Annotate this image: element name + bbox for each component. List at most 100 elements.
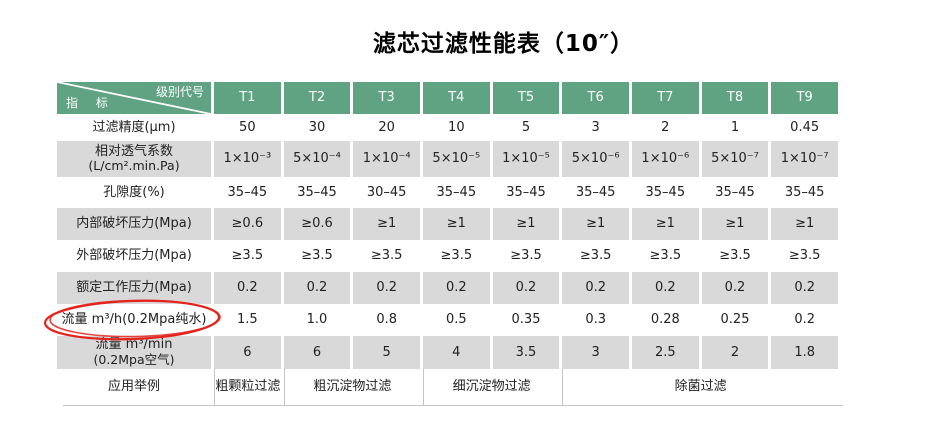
table-cell: 30 [308, 119, 326, 135]
table-cell: 35–45 [575, 184, 616, 200]
table-cell: ≥0.6 [283, 208, 351, 240]
column-header-t5: T5 [492, 82, 560, 114]
table-cell: 35–45 [506, 184, 546, 200]
column-header-t8: T8 [701, 82, 769, 114]
corner-label-indicator: 指 标 [66, 95, 115, 110]
column-header-t3: T3 [353, 82, 420, 114]
table-cell: 1×10⁻⁷ [771, 141, 838, 177]
corner-label-grade-code: 级别代号 [155, 85, 204, 99]
table-cell: 1×10⁻⁶ [631, 141, 699, 177]
table-cell: ≥3.5 [649, 248, 682, 264]
table-cell: 0.35 [511, 312, 541, 328]
table-cell: 0.2 [283, 272, 351, 304]
table-cell: ≥1 [631, 208, 699, 240]
table-cell: 3.5 [492, 336, 560, 369]
column-header-t7: T7 [631, 82, 699, 114]
table-cell: ≥1 [353, 208, 420, 240]
table-cell: 0.25 [720, 312, 750, 328]
table-cell: 35–45 [715, 184, 755, 200]
table-cell: 0.2 [771, 272, 838, 304]
table-cell: 3 [591, 119, 600, 135]
table-cell: 5 [521, 119, 531, 135]
application-group-coarse-sediment: 粗沉淀物过滤 [283, 369, 420, 405]
row-label-rated-working-pressure: 额定工作压力(Mpa) [57, 272, 211, 304]
column-header-t1: T1 [214, 82, 281, 114]
table-cell: 35–45 [297, 184, 337, 200]
table-cell: 2 [701, 336, 769, 369]
table-cell: 5×10⁻⁷ [701, 141, 769, 177]
table-cell: ≥3.5 [370, 248, 403, 264]
table-cell: 1×10⁻³ [214, 141, 281, 177]
table-cell: 5 [353, 336, 420, 369]
table-cell: 0.8 [376, 312, 397, 328]
table-cell: 0.2 [353, 272, 420, 304]
table-cell: 20 [378, 119, 395, 135]
table-cell: ≥3.5 [510, 248, 542, 264]
column-header-t9: T9 [771, 82, 838, 114]
table-cell: ≥1 [562, 208, 629, 240]
table-cell: 0.3 [585, 312, 606, 328]
row-label-external-burst-pressure: 外部破坏压力(Mpa) [76, 248, 192, 264]
row-label-filtration-precision: 过滤精度(μm) [92, 119, 176, 135]
table-cell: 0.5 [445, 312, 467, 328]
row-label-water-flow-rate: 流量 m³/h(0.2Mpa纯水) [61, 312, 207, 328]
table-cell: 6 [214, 336, 281, 369]
table-cell: ≥1 [701, 208, 769, 240]
table-cell: 50 [239, 119, 256, 135]
row-label-porosity: 孔隙度(%) [103, 184, 165, 200]
row-label-internal-burst-pressure: 内部破坏压力(Mpa) [57, 208, 211, 240]
table-cell: 0.2 [492, 272, 560, 304]
table-cell: 3 [562, 336, 629, 369]
table-cell: 0.28 [650, 312, 680, 328]
table-cell: 1.8 [771, 336, 838, 369]
table-cell: 1×10⁻⁵ [492, 141, 560, 177]
table-cell: ≥0.6 [214, 208, 281, 240]
column-header-t4: T4 [422, 82, 490, 114]
table-cell: 35–45 [784, 184, 825, 200]
table-cell: 1×10⁻⁴ [353, 141, 420, 177]
table-cell: ≥3.5 [231, 248, 264, 264]
application-group-sterilizing: 除菌过滤 [562, 369, 838, 405]
table-cell: 35–45 [645, 184, 686, 200]
table-cell: 1.0 [306, 312, 328, 328]
application-group-fine-sediment: 细沉淀物过滤 [422, 369, 559, 405]
table-cell: 35–45 [436, 184, 477, 200]
row-label-application-examples: 应用举例 [107, 379, 160, 395]
table-cell: 0.2 [562, 272, 629, 304]
column-header-t6: T6 [562, 82, 629, 114]
table-cell: 1.5 [236, 312, 258, 328]
table-cell: 0.2 [214, 272, 281, 304]
column-header-t2: T2 [283, 82, 351, 114]
table-cell: 0.2 [701, 272, 769, 304]
page-title: 滤芯过滤性能表（10″） [372, 31, 635, 57]
table-cell: 1 [730, 119, 740, 135]
table-cell: 0.2 [422, 272, 490, 304]
table-cell: 0.2 [631, 272, 699, 304]
row-label-air-flow-rate: 流量 m³/min (0.2Mpa空气) [57, 336, 211, 369]
table-cell: ≥3.5 [788, 248, 821, 264]
filter-performance-table: 级别代号 指 标 T1 T2 T3 T4 T5 T6 T7 T8 T9 过滤精度… [43, 82, 843, 406]
row-label-line2: (L/cm².min.Pa) [88, 158, 180, 174]
row-label-line1: 流量 m³/min [95, 337, 173, 353]
table-bottom-rule [63, 405, 843, 406]
table-cell: ≥1 [771, 208, 838, 240]
table-cell: ≥3.5 [440, 248, 473, 264]
table-cell: 4 [422, 336, 490, 369]
row-label-air-permeability: 相对透气系数 (L/cm².min.Pa) [57, 141, 211, 177]
table-cell: 5×10⁻⁶ [562, 141, 629, 177]
diagonal-divider [57, 82, 211, 114]
table-cell: 0.2 [794, 312, 815, 328]
table-cell: 5×10⁻⁴ [283, 141, 351, 177]
table-cell: 0.45 [790, 119, 820, 135]
table-cell: ≥3.5 [719, 248, 751, 264]
row-label-line1: 相对透气系数 [94, 143, 173, 159]
table-cell: 2.5 [631, 336, 699, 369]
table-cell: ≥3.5 [579, 248, 612, 264]
application-group-coarse-particle: 粗颗粒过滤 [214, 369, 281, 405]
table-cell: 6 [283, 336, 351, 369]
table-cell: ≥1 [492, 208, 560, 240]
table-cell: 30–45 [366, 184, 407, 200]
table-cell: ≥3.5 [301, 248, 333, 264]
row-label-line2: (0.2Mpa空气) [93, 351, 175, 367]
corner-header-cell: 级别代号 指 标 [57, 82, 211, 114]
